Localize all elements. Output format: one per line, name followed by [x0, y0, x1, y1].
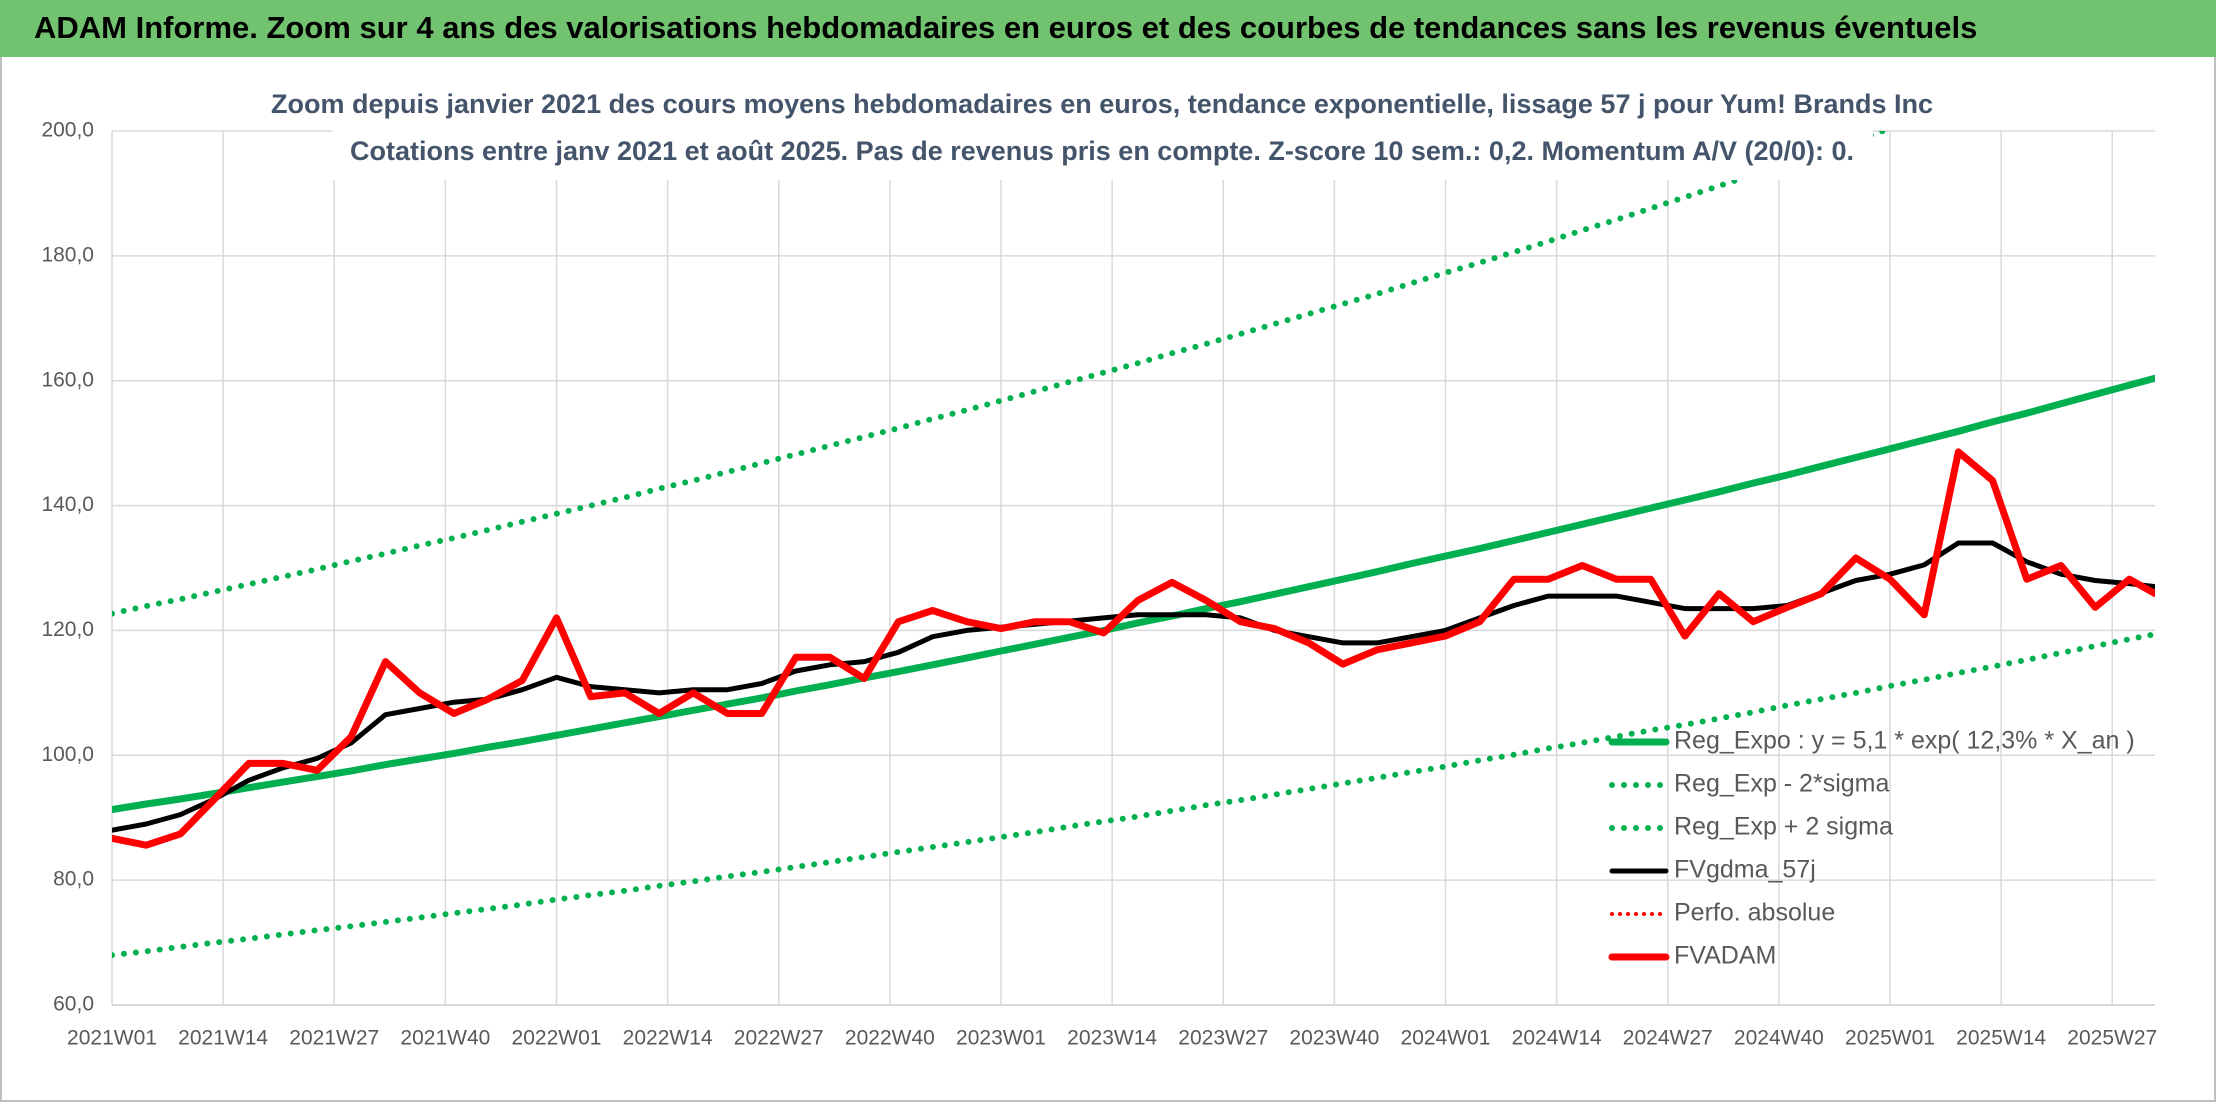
legend-label: Reg_Exp + 2 sigma: [1674, 813, 1893, 841]
series-line: [112, 448, 2155, 849]
x-tick-label: 2024W01: [1401, 1027, 1491, 1050]
legend: Reg_Expo : y = 5,1 * exp( 12,3% * X_an )…: [1608, 727, 2135, 970]
legend-label: Reg_Exp - 2*sigma: [1674, 770, 1889, 798]
series-line: [112, 374, 2155, 814]
x-tick-label: 2022W27: [734, 1027, 824, 1050]
x-tick-label: 2023W14: [1067, 1027, 1157, 1050]
y-tick-label: 100,0: [41, 743, 94, 766]
x-tick-label: 2023W01: [956, 1027, 1046, 1050]
y-tick-label: 180,0: [41, 243, 94, 266]
x-tick-label: 2025W14: [1956, 1027, 2046, 1050]
x-tick-label: 2024W40: [1734, 1027, 1824, 1050]
x-tick-label: 2025W27: [2067, 1027, 2157, 1050]
y-tick-label: 80,0: [53, 868, 94, 891]
x-tick-label: 2025W01: [1845, 1027, 1935, 1050]
series-line: [112, 131, 1892, 617]
x-tick-label: 2021W40: [400, 1027, 490, 1050]
series-line: [112, 631, 2155, 959]
x-tick-label: 2023W27: [1178, 1027, 1268, 1050]
x-tick-label: 2022W40: [845, 1027, 935, 1050]
y-tick-label: 200,0: [41, 119, 94, 142]
x-tick-label: 2021W14: [178, 1027, 268, 1050]
chart-title: Zoom depuis janvier 2021 des cours moyen…: [271, 89, 1933, 119]
y-tick-label: 120,0: [41, 618, 94, 641]
x-tick-label: 2024W27: [1623, 1027, 1713, 1050]
x-tick-label: 2024W14: [1512, 1027, 1602, 1050]
legend-label: FVgdma_57j: [1674, 856, 1816, 884]
x-tick-label: 2021W01: [67, 1027, 157, 1050]
y-tick-label: 60,0: [53, 993, 94, 1016]
x-tick-label: 2021W27: [289, 1027, 379, 1050]
y-tick-label: 140,0: [41, 493, 94, 516]
legend-label: Reg_Expo : y = 5,1 * exp( 12,3% * X_an ): [1674, 727, 2135, 755]
y-tick-label: 160,0: [41, 368, 94, 391]
grid: 60,0 80,0 100,0 120,0 140,0 160,0 180,0 200,0 20…: [41, 119, 2157, 1050]
title-box: [332, 84, 1873, 180]
x-tick-label: 2022W14: [623, 1027, 713, 1050]
plot-area: [112, 131, 2155, 959]
x-tick-label: 2023W40: [1289, 1027, 1379, 1050]
chart-subtitle: Cotations entre janv 2021 et août 2025. …: [350, 136, 1854, 166]
legend-label: FVADAM: [1674, 942, 1776, 970]
x-tick-label: 2022W01: [512, 1027, 602, 1050]
header-bar: [0, 0, 2216, 57]
header-title: ADAM Informe. Zoom sur 4 ans des valoris…: [34, 10, 1977, 45]
legend-label: Perfo. absolue: [1674, 899, 1835, 927]
